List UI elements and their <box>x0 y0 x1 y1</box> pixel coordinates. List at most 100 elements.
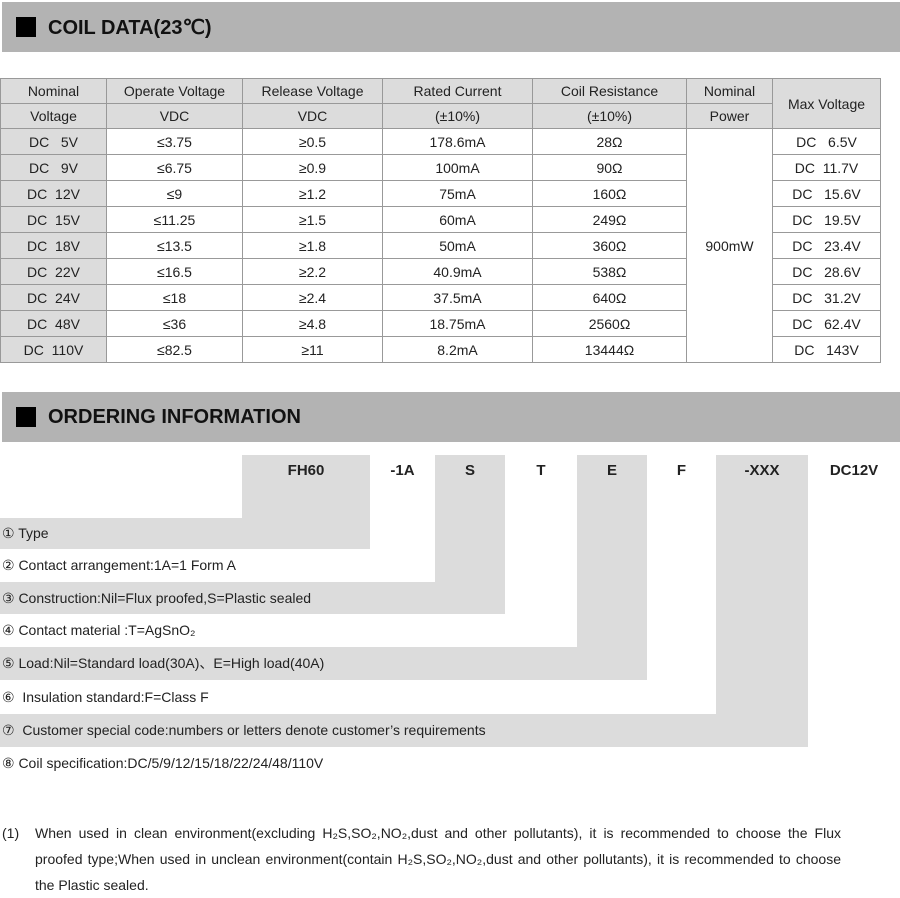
column-header-unit: Power <box>686 103 773 129</box>
table-cell: DC 15.6V <box>772 180 881 207</box>
code-segment: DC12V <box>829 462 879 479</box>
ordering-header: ORDERING INFORMATION <box>2 392 900 442</box>
code-segment: S <box>464 462 475 479</box>
code-column-band <box>577 455 647 647</box>
ordering-item: ① Type <box>0 518 370 549</box>
table-cell: DC 12V <box>0 180 107 207</box>
column-header: Nominal <box>686 78 773 104</box>
code-segment: F <box>676 462 687 479</box>
table-cell: 28Ω <box>532 128 687 155</box>
table-cell: 2560Ω <box>532 310 687 337</box>
table-cell: 178.6mA <box>382 128 533 155</box>
table-cell: DC 18V <box>0 232 107 259</box>
column-header-unit: Voltage <box>0 103 107 129</box>
column-header: Rated Current <box>382 78 533 104</box>
ordering-item-text: ⑥ Insulation standard:F=Class F <box>2 689 209 705</box>
table-cell: ≥11 <box>242 336 383 363</box>
table-cell: DC 11.7V <box>772 154 881 181</box>
table-row: DC 15V ≤11.25 ≥1.5 60mA 249Ω DC 19.5V <box>0 206 881 233</box>
table-cell: 249Ω <box>532 206 687 233</box>
table-cell: DC 48V <box>0 310 107 337</box>
ordering-item: ④ Contact material :T=AgSnO₂ <box>0 614 900 647</box>
ordering-item: ② Contact arrangement:1A=1 Form A <box>0 549 900 582</box>
ordering-item-text: ⑦ Customer special code:numbers or lette… <box>2 722 486 738</box>
table-row: DC 18V ≤13.5 ≥1.8 50mA 360Ω DC 23.4V <box>0 232 881 259</box>
table-cell: 60mA <box>382 206 533 233</box>
code-column-band <box>242 455 370 518</box>
column-header-unit: VDC <box>106 103 243 129</box>
table-cell: DC 15V <box>0 206 107 233</box>
code-segment: FH60 <box>287 462 325 479</box>
table-cell: 50mA <box>382 232 533 259</box>
table-cell: ≤13.5 <box>106 232 243 259</box>
table-cell: ≥1.5 <box>242 206 383 233</box>
table-cell: 75mA <box>382 180 533 207</box>
table-cell: 160Ω <box>532 180 687 207</box>
code-segment: T <box>536 462 546 479</box>
table-cell: 538Ω <box>532 258 687 285</box>
section-title: COIL DATA(23℃) <box>48 16 212 39</box>
ordering-item: ⑥ Insulation standard:F=Class F <box>0 680 900 714</box>
ordering-item-text: ④ Contact material :T=AgSnO₂ <box>2 622 196 638</box>
code-segment: -1A <box>390 462 415 479</box>
column-header: Operate Voltage <box>106 78 243 104</box>
table-cell: DC 23.4V <box>772 232 881 259</box>
code-column-band <box>435 455 505 582</box>
section-title: ORDERING INFORMATION <box>48 405 301 428</box>
table-cell: ≤6.75 <box>106 154 243 181</box>
table-cell: ≥1.8 <box>242 232 383 259</box>
table-row: DC 24V ≤18 ≥2.4 37.5mA 640Ω DC 31.2V <box>0 284 881 311</box>
table-cell: 8.2mA <box>382 336 533 363</box>
ordering-item-text: ⑤ Load:Nil=Standard load(30A)、E=High loa… <box>2 655 325 671</box>
table-cell: 37.5mA <box>382 284 533 311</box>
column-header-unit: (±10%) <box>532 103 687 129</box>
table-cell: 100mA <box>382 154 533 181</box>
table-cell: ≥4.8 <box>242 310 383 337</box>
table-cell: DC 5V <box>0 128 107 155</box>
table-cell: DC 24V <box>0 284 107 311</box>
table-cell: DC 110V <box>0 336 107 363</box>
code-segment: E <box>606 462 617 479</box>
table-cell: 640Ω <box>532 284 687 311</box>
table-row: DC 5V ≤3.75 ≥0.5 178.6mA 28Ω 900mW DC 6.5V <box>0 128 881 363</box>
ordering-item: ⑤ Load:Nil=Standard load(30A)、E=High loa… <box>0 647 647 680</box>
table-cell: DC 6.5V <box>772 128 881 155</box>
table-cell: ≤3.75 <box>106 128 243 155</box>
table-cell: DC 9V <box>0 154 107 181</box>
coil-data-header: COIL DATA(23℃) <box>2 2 900 52</box>
table-cell: 90Ω <box>532 154 687 181</box>
ordering-item-text: ① Type <box>2 525 49 541</box>
column-header-unit: (±10%) <box>382 103 533 129</box>
column-header: Release Voltage <box>242 78 383 104</box>
table-cell: DC 22V <box>0 258 107 285</box>
table-cell: 13444Ω <box>532 336 687 363</box>
table-cell: ≤11.25 <box>106 206 243 233</box>
ordering-item-text: ② Contact arrangement:1A=1 Form A <box>2 557 236 573</box>
table-row: DC 48V ≤36 ≥4.8 18.75mA 2560Ω DC 62.4V <box>0 310 881 337</box>
note-text: When used in clean environment(excluding… <box>35 825 841 893</box>
table-cell: ≤9 <box>106 180 243 207</box>
table-cell: ≤16.5 <box>106 258 243 285</box>
table-row: DC 12V ≤9 ≥1.2 75mA 160Ω DC 15.6V <box>0 180 881 207</box>
code-segment: -XXX <box>744 462 780 479</box>
table-cell: ≤18 <box>106 284 243 311</box>
table-cell: DC 143V <box>772 336 881 363</box>
table-cell: ≤36 <box>106 310 243 337</box>
table-cell: DC 28.6V <box>772 258 881 285</box>
table-cell: 18.75mA <box>382 310 533 337</box>
note-number: (1) <box>2 825 20 841</box>
column-header: Coil Resistance <box>532 78 687 104</box>
square-bullet-icon <box>16 17 36 37</box>
coil-data-table: Nominal Operate Voltage Release Voltage Rat… <box>0 78 881 363</box>
table-row: DC 110V ≤82.5 ≥11 8.2mA 13444Ω DC 143V <box>0 336 881 363</box>
square-bullet-icon <box>16 407 36 427</box>
table-cell: ≥0.5 <box>242 128 383 155</box>
column-header-unit: VDC <box>242 103 383 129</box>
table-cell: 360Ω <box>532 232 687 259</box>
table-cell: ≥0.9 <box>242 154 383 181</box>
table-cell: ≥2.2 <box>242 258 383 285</box>
column-header: Max Voltage <box>772 78 881 129</box>
column-header: Nominal <box>0 78 107 104</box>
table-cell: ≤82.5 <box>106 336 243 363</box>
table-cell: DC 62.4V <box>772 310 881 337</box>
